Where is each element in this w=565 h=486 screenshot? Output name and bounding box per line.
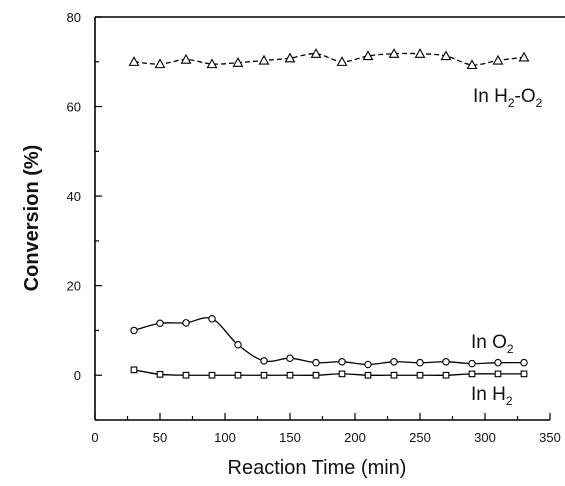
data-point-h2 <box>234 371 242 379</box>
data-point-o2 <box>260 357 268 365</box>
y-tick-label: 0 <box>74 368 81 383</box>
data-point-o2 <box>520 358 528 367</box>
data-point-h2-o2 <box>388 48 400 58</box>
data-point-o2 <box>494 358 502 367</box>
data-point-o2 <box>390 358 398 366</box>
x-tick-label: 100 <box>214 430 236 445</box>
data-point-h2-o2 <box>284 52 296 63</box>
data-point-h2 <box>208 371 216 379</box>
data-point-o2 <box>286 354 294 362</box>
series-h2 <box>130 366 528 379</box>
data-point-o2 <box>130 326 138 335</box>
data-point-h2-o2 <box>206 58 218 69</box>
y-tick-label: 20 <box>67 279 81 294</box>
data-point-h2 <box>468 370 476 378</box>
series-line-h2-o2 <box>133 52 525 66</box>
data-point-h2 <box>312 371 320 379</box>
y-tick-label: 60 <box>67 100 81 115</box>
data-point-h2 <box>364 371 372 379</box>
data-point-o2 <box>208 315 216 323</box>
data-point-o2 <box>468 359 476 368</box>
data-point-o2 <box>182 319 190 327</box>
data-point-h2 <box>286 371 294 379</box>
x-tick-label: 250 <box>409 430 431 445</box>
data-point-h2-o2 <box>414 48 426 58</box>
y-tick-label: 80 <box>67 10 81 25</box>
data-point-h2 <box>182 371 190 379</box>
series-line-h2 <box>133 369 524 376</box>
data-point-h2-o2 <box>440 50 452 61</box>
data-point-o2 <box>312 358 320 367</box>
data-point-h2-o2 <box>518 51 530 62</box>
x-axis-title: Reaction Time (min) <box>228 457 407 479</box>
x-ticks: 0 50 100 150 200 250 300 350 <box>91 413 561 445</box>
data-point-o2 <box>442 358 450 366</box>
x-tick-label: 350 <box>539 430 561 445</box>
data-point-h2-o2 <box>492 54 504 65</box>
data-point-h2 <box>338 370 346 378</box>
data-point-h2-o2 <box>362 50 374 61</box>
data-point-h2-o2 <box>232 57 244 67</box>
data-point-h2-o2 <box>336 56 348 66</box>
data-point-h2 <box>260 371 268 379</box>
data-point-h2 <box>442 371 450 379</box>
data-point-h2-o2 <box>466 59 478 70</box>
x-tick-label: 50 <box>153 430 167 445</box>
series-line-o2 <box>133 317 525 366</box>
series-h2-o2 <box>128 48 530 70</box>
data-point-o2 <box>338 358 346 366</box>
x-tick-label: 0 <box>91 430 98 445</box>
series-label-h2-o2: In H2-O2 <box>473 86 543 110</box>
data-point-o2 <box>364 360 372 369</box>
data-point-h2 <box>130 366 138 374</box>
series-label-h2: In H2 <box>471 384 513 408</box>
plot-frame <box>94 16 565 421</box>
series-o2 <box>130 315 528 369</box>
data-point-h2 <box>156 370 164 378</box>
x-tick-label: 150 <box>279 430 301 445</box>
data-point-o2 <box>156 319 164 328</box>
y-ticks: 0 20 40 60 80 <box>67 10 102 421</box>
data-point-o2 <box>416 358 424 367</box>
data-point-h2-o2 <box>180 53 192 64</box>
data-point-h2 <box>494 370 502 378</box>
x-tick-label: 200 <box>344 430 366 445</box>
data-point-h2-o2 <box>128 56 140 66</box>
data-point-h2 <box>390 371 398 379</box>
y-tick-label: 40 <box>67 189 81 204</box>
data-point-h2-o2 <box>310 48 322 58</box>
data-point-h2-o2 <box>154 58 166 69</box>
x-tick-label: 300 <box>474 430 496 445</box>
data-point-h2-o2 <box>258 54 270 65</box>
series-layer <box>128 48 530 379</box>
y-axis-title: Conversion (%) <box>21 145 43 292</box>
data-point-h2 <box>520 370 528 378</box>
data-point-o2 <box>234 341 242 349</box>
series-label-o2: In O2 <box>471 332 514 356</box>
data-point-h2 <box>416 371 424 379</box>
